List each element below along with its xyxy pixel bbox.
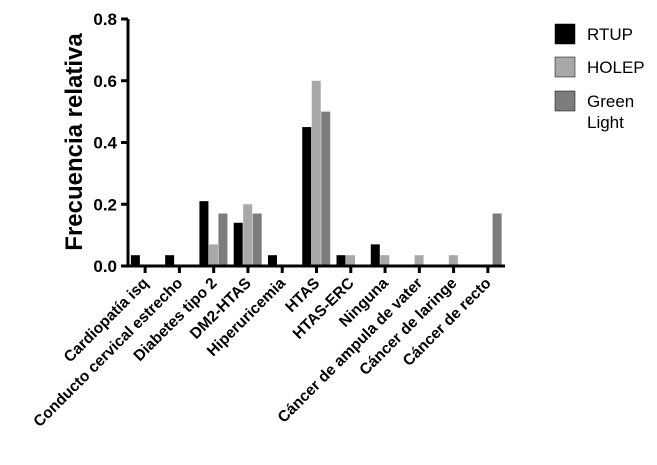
bar-holep (346, 255, 356, 266)
y-tick-label: 0.8 (93, 10, 117, 29)
bar-holep (243, 204, 253, 266)
bar-holep (448, 255, 458, 266)
bar-rtup (267, 255, 277, 266)
bar-green-light (252, 213, 262, 266)
legend-label: Green (587, 92, 634, 111)
legend-label: HOLEP (587, 58, 645, 77)
legend: RTUP HOLEP Green Light (554, 23, 645, 132)
bar-holep (208, 244, 218, 266)
bar-rtup (130, 255, 140, 266)
bar-rtup (370, 244, 380, 266)
bar-rtup (165, 255, 175, 266)
y-tick-label: 0.4 (93, 134, 117, 153)
bar-holep (311, 80, 321, 266)
bar-green-light (492, 213, 502, 266)
plot-area (130, 80, 502, 266)
bar-rtup (302, 127, 312, 266)
y-axis: 0.0 0.2 0.4 0.6 0.8 (93, 10, 130, 276)
bar-holep (380, 255, 390, 266)
bar-holep (414, 255, 424, 266)
bar-green-light (321, 111, 331, 266)
bar-green-light (218, 213, 228, 266)
legend-label: RTUP (587, 25, 633, 44)
legend-swatch (554, 23, 576, 45)
bar-rtup (336, 255, 346, 266)
y-axis-label: Frecuencia relativa (61, 33, 88, 251)
bar-rtup (233, 222, 243, 266)
legend-swatch (554, 56, 576, 78)
legend-swatch (554, 90, 576, 112)
y-tick-label: 0.2 (93, 195, 117, 214)
legend-label: Light (587, 113, 624, 132)
y-tick-label: 0.6 (93, 72, 117, 91)
x-tick-label: Conducto cervical estrecho (30, 275, 186, 431)
y-tick-label: 0.0 (93, 257, 117, 276)
bar-rtup (199, 201, 209, 266)
